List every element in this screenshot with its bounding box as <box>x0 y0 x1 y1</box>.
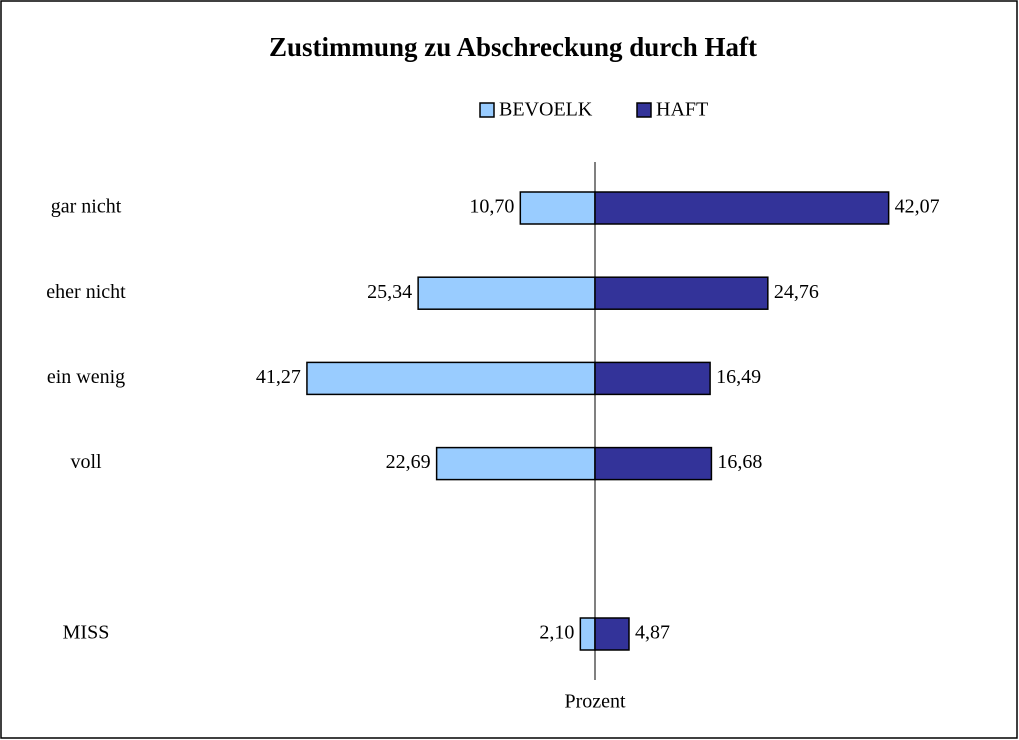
value-label: 16,68 <box>717 451 762 473</box>
bar <box>594 361 711 396</box>
value-label: 16,49 <box>716 366 761 388</box>
value-label: 42,07 <box>895 196 940 218</box>
value-label: 41,27 <box>256 366 301 388</box>
value-label: 22,69 <box>386 451 431 473</box>
value-label: 25,34 <box>367 281 412 303</box>
bar <box>594 617 630 651</box>
bar <box>594 446 713 481</box>
bar <box>519 191 596 225</box>
value-label: 24,76 <box>774 281 819 303</box>
value-label: 2,10 <box>539 622 574 644</box>
category-label: gar nicht <box>51 196 122 218</box>
category-label: eher nicht <box>46 281 126 303</box>
bar <box>306 361 596 396</box>
chart-title: Zustimmung zu Abschreckung durch Haft <box>269 32 757 62</box>
category-label: MISS <box>63 622 110 644</box>
bar <box>579 617 596 651</box>
category-label: ein wenig <box>47 366 125 388</box>
bar <box>594 191 890 225</box>
x-axis-label: Prozent <box>564 691 626 713</box>
legend-swatch <box>636 102 652 118</box>
legend-swatch <box>479 102 495 118</box>
bar <box>594 276 769 310</box>
category-label: voll <box>70 451 102 473</box>
bar <box>435 446 596 481</box>
value-label: 4,87 <box>635 622 670 644</box>
value-label: 10,70 <box>469 196 514 218</box>
legend-label: BEVOELK <box>499 99 593 121</box>
bar <box>417 276 596 310</box>
legend-label: HAFT <box>656 99 708 121</box>
